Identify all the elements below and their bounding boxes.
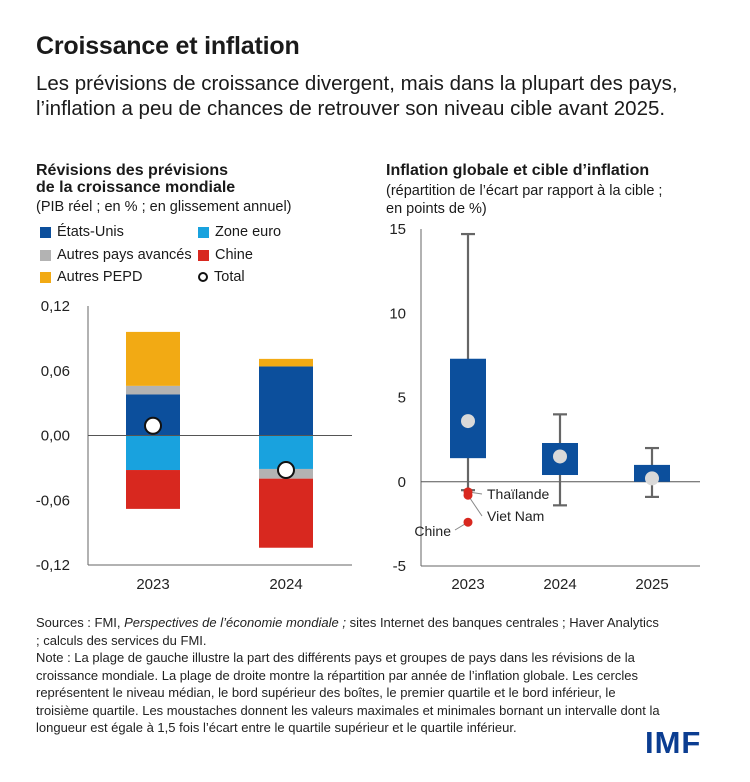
sources-suffix: sites Internet des banques centrales ; H… bbox=[36, 615, 659, 648]
left-panel-title-line1: Révisions des prévisions bbox=[36, 162, 229, 179]
outlier-label: Viet Nam bbox=[487, 508, 544, 524]
right-panel-unit: (répartition de l’écart par rapport à la… bbox=[386, 182, 662, 218]
legend-label: États-Unis bbox=[57, 224, 124, 240]
legend-swatch bbox=[40, 271, 51, 283]
bar-segment bbox=[259, 478, 313, 548]
legend-label: Zone euro bbox=[215, 224, 282, 240]
left-panel-title: Révisions des prévisions de la croissanc… bbox=[36, 162, 235, 196]
legend-swatch bbox=[198, 226, 209, 238]
y-tick-label: -5 bbox=[393, 558, 406, 575]
growth-revisions-chart: -0,12 -0,06 0,00 0,06 0,12 2023 2024 bbox=[36, 298, 352, 593]
left-panel-unit: (PIB réel ; en % ; en glissement annuel) bbox=[36, 199, 292, 215]
chart-title: Croissance et inflation bbox=[36, 32, 300, 60]
total-marker-icon bbox=[198, 272, 208, 282]
y-tick-label: -0,06 bbox=[36, 492, 70, 509]
y-tick-label: 0 bbox=[398, 474, 406, 491]
legend-label: Total bbox=[214, 269, 245, 285]
outlier-point bbox=[463, 517, 473, 527]
legend-swatch bbox=[40, 249, 51, 261]
legend-item-zone-euro: Zone euro bbox=[198, 222, 281, 242]
legend-swatch bbox=[40, 226, 51, 238]
bar-segment bbox=[126, 385, 180, 395]
x-tick-label: 2024 bbox=[269, 576, 302, 593]
legend-item-autres-pepd: Autres PEPD bbox=[40, 267, 142, 287]
right-panel-title: Inflation globale et cible d’inflation bbox=[386, 162, 650, 179]
legend-label: Autres pays avancés bbox=[57, 247, 192, 263]
legend-item-chine: Chine bbox=[198, 245, 253, 265]
footnotes: Sources : FMI, Perspectives de l’économi… bbox=[36, 614, 666, 737]
bar-segment bbox=[126, 470, 180, 509]
y-tick-label: 10 bbox=[389, 305, 406, 322]
right-panel-unit-line2: en points de %) bbox=[386, 201, 487, 217]
sources-publication: Perspectives de l’économie mondiale ; bbox=[124, 615, 346, 630]
y-tick-label: 15 bbox=[389, 221, 406, 238]
box bbox=[450, 358, 486, 459]
outlier-label: Chine bbox=[414, 523, 451, 539]
outlier-label: Thaïlande bbox=[487, 486, 549, 502]
legend-item-total: Total bbox=[198, 267, 245, 287]
bar-segment bbox=[126, 435, 180, 471]
y-tick-label: 0,00 bbox=[41, 428, 70, 445]
legend-item-etats-unis: États-Unis bbox=[40, 222, 124, 242]
bar-segment bbox=[259, 358, 313, 367]
x-tick-label: 2025 bbox=[635, 576, 668, 593]
median-marker bbox=[461, 414, 475, 429]
y-tick-label: 0,06 bbox=[41, 363, 70, 380]
total-marker bbox=[277, 461, 295, 480]
y-tick-label: -0,12 bbox=[36, 557, 70, 574]
y-tick-label: 0,12 bbox=[41, 298, 70, 315]
x-tick-label: 2024 bbox=[543, 576, 576, 593]
outlier-point bbox=[463, 490, 473, 500]
imf-logo: IMF bbox=[645, 725, 702, 760]
median-marker bbox=[645, 471, 659, 486]
legend-item-autres-pays-avances: Autres pays avancés bbox=[40, 245, 192, 265]
inflation-boxplot-chart: -5 0 5 10 15 2023 2024 2025 Thaïlande Viet Nam Chi… bbox=[389, 221, 700, 593]
legend-label: Autres PEPD bbox=[57, 269, 143, 285]
sources-prefix: Sources : FMI, bbox=[36, 615, 125, 630]
chart-note: Note : La plage de gauche illustre la pa… bbox=[36, 650, 660, 735]
legend-swatch bbox=[198, 249, 209, 261]
bar-segment bbox=[126, 331, 180, 386]
legend-label: Chine bbox=[215, 247, 253, 263]
x-tick-label: 2023 bbox=[136, 576, 169, 593]
total-marker bbox=[144, 416, 162, 435]
right-panel-unit-line1: (répartition de l’écart par rapport à la… bbox=[386, 183, 663, 199]
left-panel-title-line2: de la croissance mondiale bbox=[36, 179, 236, 196]
median-marker bbox=[553, 449, 567, 464]
y-tick-label: 5 bbox=[398, 390, 406, 407]
chart-subtitle: Les prévisions de croissance divergent, … bbox=[36, 72, 678, 120]
sources-note: Sources : FMI, Perspectives de l’économi… bbox=[36, 614, 666, 649]
bar-segment bbox=[259, 366, 313, 436]
x-tick-label: 2023 bbox=[451, 576, 484, 593]
